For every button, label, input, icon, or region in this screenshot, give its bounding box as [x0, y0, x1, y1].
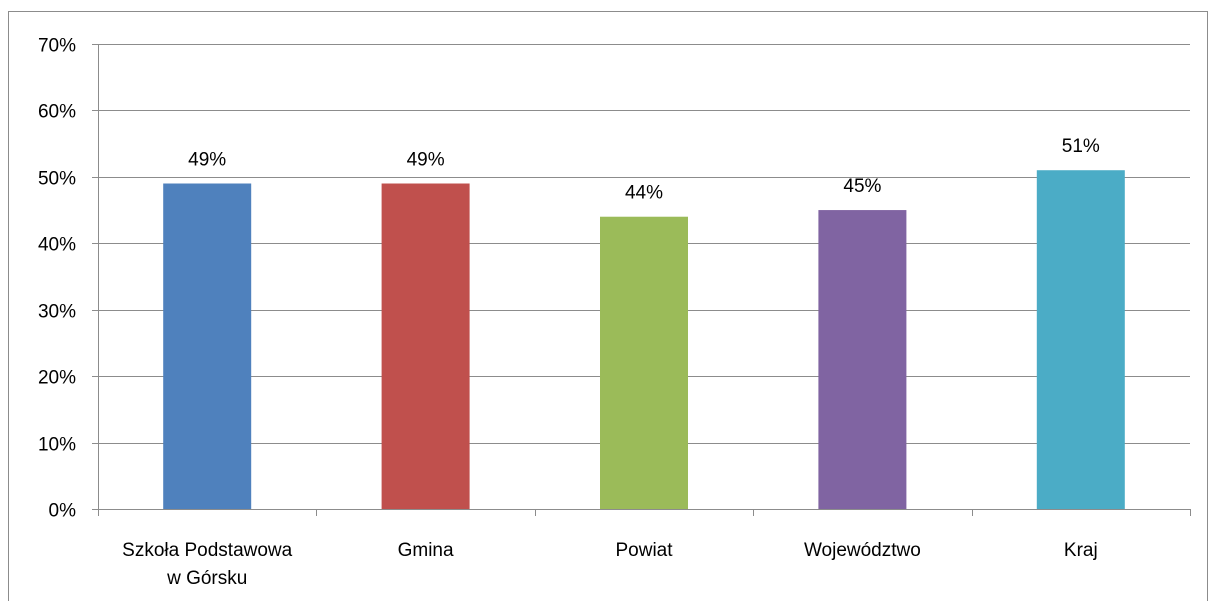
- x-tick-label: Kraj: [1064, 540, 1098, 561]
- y-tick-label: 50%: [38, 169, 76, 190]
- x-tick-label: Szkoła Podstawowa: [122, 540, 292, 561]
- data-label: 44%: [625, 183, 663, 204]
- y-tick-label: 10%: [38, 435, 76, 456]
- data-label: 49%: [188, 150, 226, 171]
- y-tick-label: 60%: [38, 102, 76, 123]
- bar: [600, 216, 688, 509]
- y-tick-label: 70%: [38, 36, 76, 57]
- x-tick-label: w Górsku: [166, 568, 247, 589]
- data-label: 49%: [407, 150, 445, 171]
- bar: [381, 183, 470, 509]
- bar: [1036, 170, 1125, 509]
- y-tick-label: 40%: [38, 235, 76, 256]
- y-tick-label: 20%: [38, 368, 76, 389]
- x-tick-label: Województwo: [804, 540, 921, 561]
- y-tick-label: 0%: [49, 501, 77, 522]
- x-tick-label: Gmina: [398, 540, 454, 561]
- bar: [163, 183, 252, 509]
- y-tick-label: 30%: [38, 302, 76, 323]
- data-label: 51%: [1062, 136, 1100, 157]
- data-label: 45%: [843, 176, 881, 197]
- x-tick-label: Powiat: [615, 540, 673, 561]
- bar: [818, 210, 907, 510]
